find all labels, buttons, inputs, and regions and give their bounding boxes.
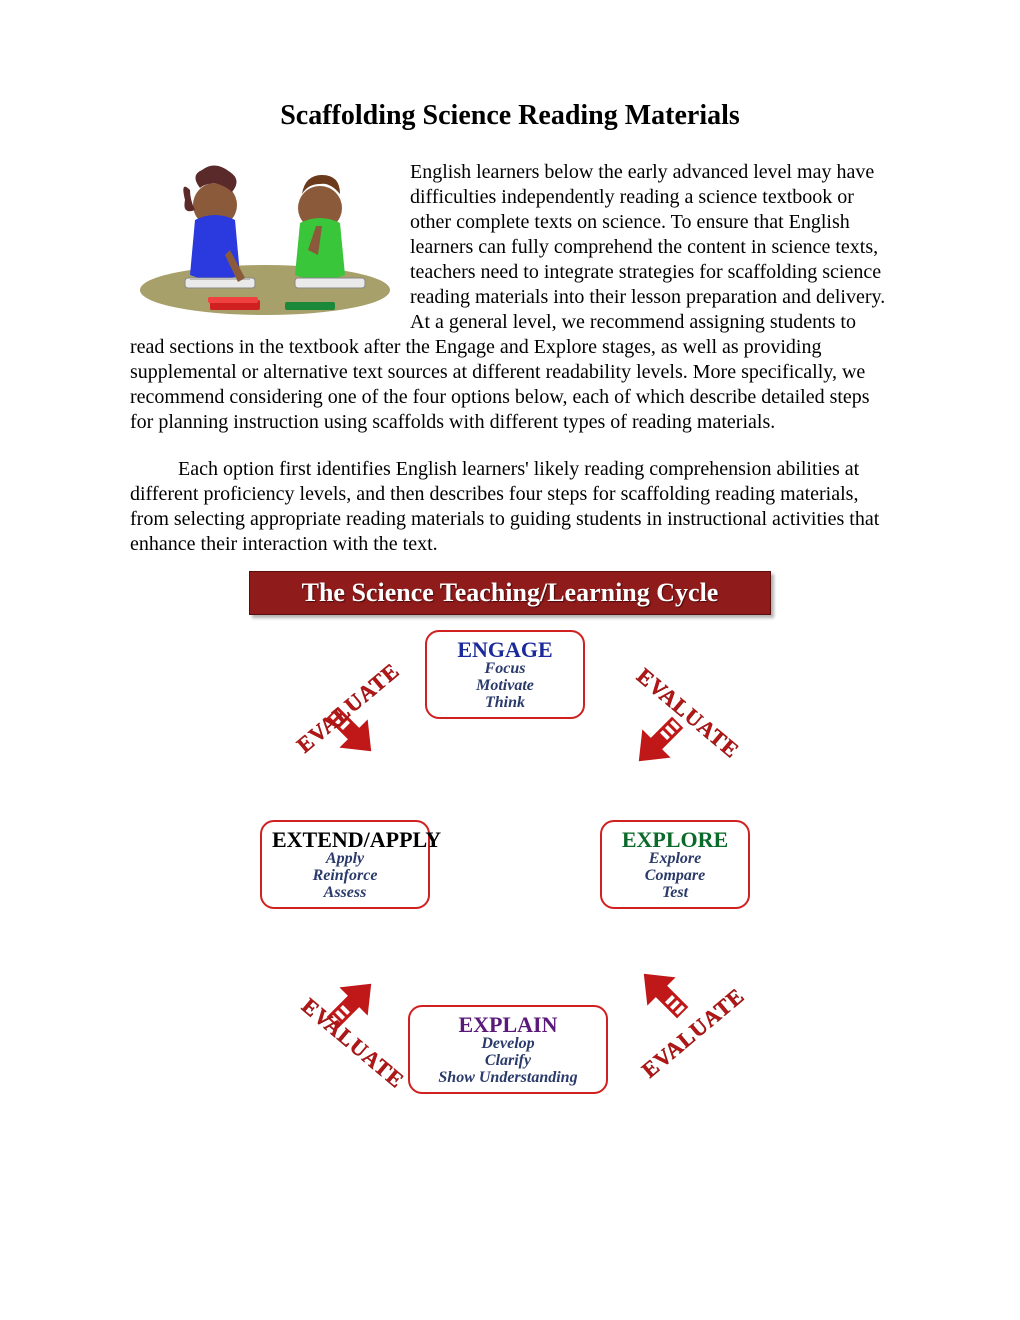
node-engage-sub: Think [437, 695, 573, 712]
students-reading-illustration [130, 160, 400, 325]
node-engage-sub: Focus [437, 661, 573, 678]
cycle-node-explore: EXPLOREExploreCompareTest [600, 820, 750, 909]
node-engage-title: ENGAGE [437, 638, 573, 661]
intro-paragraph: English learners below the early advance… [130, 160, 890, 435]
node-explain-sub: Clarify [420, 1053, 596, 1070]
node-explore-sub: Explore [612, 851, 738, 868]
node-explore-title: EXPLORE [612, 828, 738, 851]
cycle-banner: The Science Teaching/Learning Cycle [249, 571, 771, 615]
cycle-node-explain: EXPLAINDevelopClarifyShow Understanding [408, 1005, 608, 1094]
node-extend-sub: Apply [272, 851, 418, 868]
node-extend-sub: Reinforce [272, 868, 418, 885]
page-title: Scaffolding Science Reading Materials [130, 100, 890, 132]
node-explore-sub: Test [612, 885, 738, 902]
node-explain-title: EXPLAIN [420, 1013, 596, 1036]
cycle-node-extend: EXTEND/APPLYApplyReinforceAssess [260, 820, 430, 909]
cycle-node-engage: ENGAGEFocusMotivateThink [425, 630, 585, 719]
node-explain-sub: Develop [420, 1036, 596, 1053]
node-explore-sub: Compare [612, 868, 738, 885]
node-engage-sub: Motivate [437, 678, 573, 695]
node-explain-sub: Show Understanding [420, 1070, 596, 1087]
node-extend-sub: Assess [272, 885, 418, 902]
paragraph-2: Each option first identifies English lea… [130, 457, 890, 557]
node-extend-title: EXTEND/APPLY [272, 828, 418, 851]
learning-cycle-diagram: The Science Teaching/Learning Cycle EVAL… [230, 571, 790, 1135]
